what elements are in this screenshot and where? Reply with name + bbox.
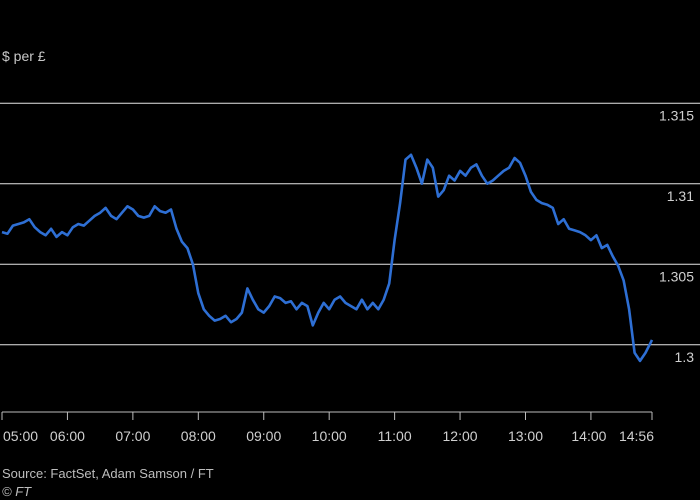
x-tick-label: 07:00 <box>115 428 150 444</box>
x-tick-label: 06:00 <box>50 428 85 444</box>
series-layer <box>1 153 654 363</box>
x-tick-label: 08:00 <box>181 428 216 444</box>
x-tick-label: 05:00 <box>3 428 38 444</box>
y-tick-label: 1.31 <box>667 188 694 204</box>
gbp-usd-series-line <box>1 153 654 363</box>
gridlines: 1.3 1.305 1.31 1.315 <box>0 102 700 365</box>
y-tick-label: 1.305 <box>659 268 694 284</box>
x-tick-label: 10:00 <box>312 428 347 444</box>
x-tick-label: 14:56 <box>619 428 654 444</box>
x-tick-label: 13:00 <box>508 428 543 444</box>
y-axis-unit-label: $ per £ <box>2 48 46 64</box>
x-axis: 05:00 06:00 07:00 08:00 09:00 10:00 11:00 12:00… <box>1 411 654 444</box>
copyright-note: © FT <box>2 484 32 499</box>
x-tick-label: 09:00 <box>246 428 281 444</box>
x-tick-label: 11:00 <box>378 428 412 444</box>
y-tick-label: 1.3 <box>675 349 695 365</box>
x-tick-label: 12:00 <box>443 428 478 444</box>
x-tick-label: 14:00 <box>571 428 606 444</box>
y-tick-label: 1.315 <box>659 107 694 123</box>
source-note: Source: FactSet, Adam Samson / FT <box>2 466 214 481</box>
